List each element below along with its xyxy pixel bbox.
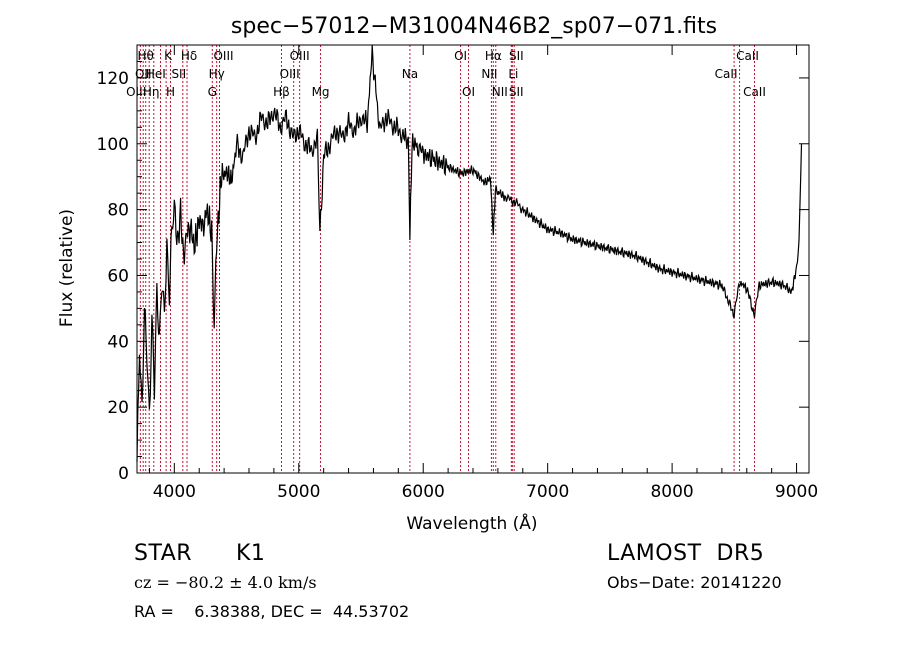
observation-date: Obs−Date: 20141220 xyxy=(607,573,782,592)
coordinates: RA = 6.38388, DEC = 44.53702 xyxy=(134,602,410,621)
spectral-line-label: NII xyxy=(481,67,497,81)
spectral-line-label: Hα xyxy=(485,49,502,63)
y-axis-label: Flux (relative) xyxy=(57,209,77,327)
y-axis: 0 20 40 60 80 100 120 xyxy=(97,60,809,484)
spectral-line-label: HeI xyxy=(146,67,166,81)
y-tick-label: 20 xyxy=(107,398,129,418)
x-tick-label: 4000 xyxy=(153,482,196,502)
spectral-line-label: Hδ xyxy=(181,49,197,63)
spectral-line-labels: OIIOIIHθHηHeIKHSIIHδGHγOIIIHβOIIIOIIIMgN… xyxy=(126,49,766,99)
x-axis: 4000 5000 6000 7000 8000 9000 xyxy=(148,45,818,502)
x-tick-label: 9000 xyxy=(775,482,818,502)
x-axis-label: Wavelength (Å) xyxy=(406,512,537,534)
spectral-line-label: K xyxy=(164,49,173,63)
spectral-line-label: OIII xyxy=(290,49,310,63)
y-tick-label: 120 xyxy=(97,69,129,89)
x-tick-label: 6000 xyxy=(402,482,445,502)
spectral-line-label: CaII xyxy=(743,85,766,99)
spectral-line-label: SII xyxy=(509,85,524,99)
plot-frame xyxy=(136,44,810,474)
survey-name: LAMOST DR5 xyxy=(607,541,765,566)
spectral-line-label: SII xyxy=(171,67,186,81)
spectral-line-label: Mg xyxy=(312,85,330,99)
spectral-line-label: Na xyxy=(402,67,418,81)
spectral-line-label: Hθ xyxy=(138,49,154,63)
y-tick-label: 100 xyxy=(97,135,129,155)
spectrum-line xyxy=(136,44,803,463)
spectral-line-label: G xyxy=(208,85,217,99)
object-class: STAR xyxy=(134,541,193,566)
spectral-line-label: CaII xyxy=(715,67,738,81)
x-tick-label: 5000 xyxy=(277,482,320,502)
spectral-line-label: Li xyxy=(508,67,518,81)
chart-title: spec−57012−M31004N46B2_sp07−071.fits xyxy=(231,14,717,39)
y-tick-label: 0 xyxy=(118,464,129,484)
spectral-line-label: SII xyxy=(509,49,524,63)
redshift-velocity: cz = −80.2 ± 4.0 km/s xyxy=(134,573,317,592)
spectral-line-label: CaII xyxy=(736,49,759,63)
spectral-line-label: Hβ xyxy=(273,85,290,99)
spectral-line-label: OI xyxy=(462,85,475,99)
spectral-line-label: NII xyxy=(492,85,508,99)
y-tick-label: 40 xyxy=(107,332,129,352)
y-tick-label: 80 xyxy=(107,201,129,221)
spectral-line-label: Hγ xyxy=(209,67,225,81)
object-subclass: K1 xyxy=(236,541,266,566)
spectral-line-label: Hη xyxy=(143,85,160,99)
spectral-line-label: H xyxy=(166,85,175,99)
spectral-line-label: OI xyxy=(454,49,467,63)
spectral-line-label: OIII xyxy=(213,49,233,63)
y-tick-label: 60 xyxy=(107,266,129,286)
spectral-line-label: OIII xyxy=(280,67,300,81)
spectral-line-label: OII xyxy=(126,85,143,99)
spectral-line-markers xyxy=(139,45,755,473)
x-tick-label: 7000 xyxy=(526,482,569,502)
x-tick-label: 8000 xyxy=(650,482,693,502)
